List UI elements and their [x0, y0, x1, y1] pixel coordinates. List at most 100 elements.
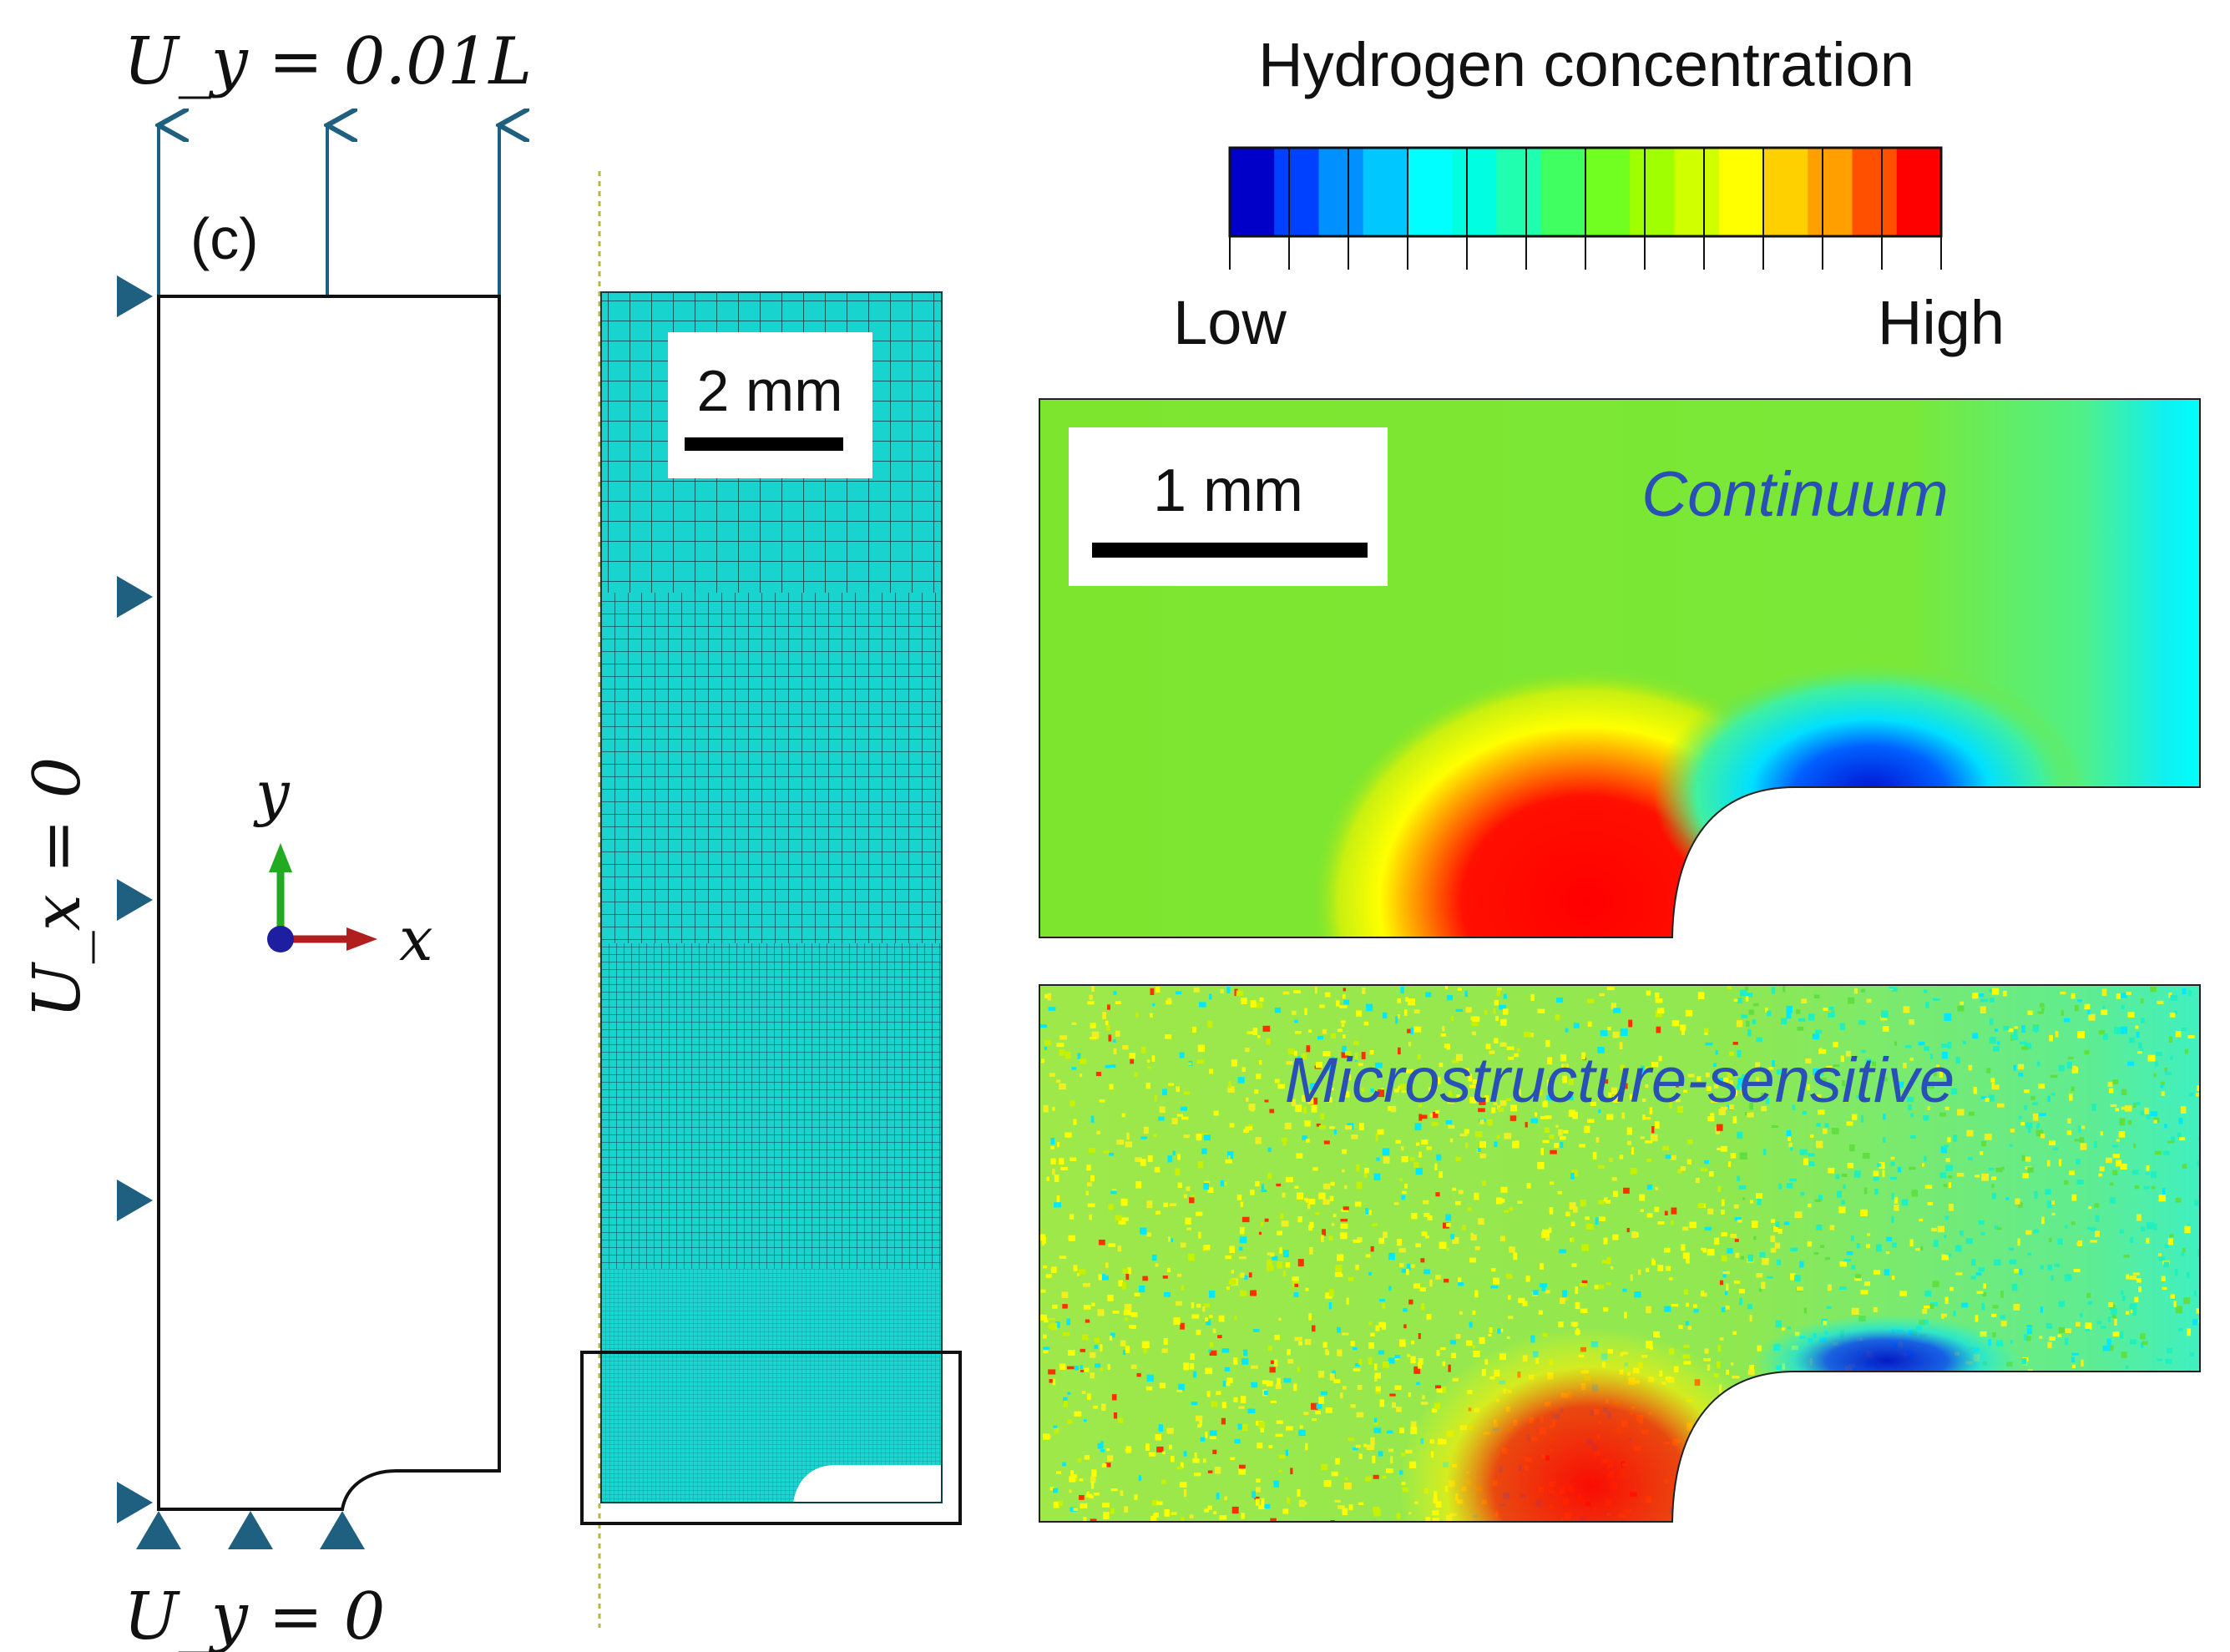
speckle-grain	[1379, 1399, 1384, 1407]
speckle-grain	[1474, 1192, 1479, 1200]
speckle-grain	[1397, 998, 1402, 1003]
speckle-grain	[1056, 1079, 1061, 1083]
speckle-grain	[2087, 1226, 2095, 1230]
speckle-grain	[1077, 1457, 1082, 1463]
speckle-grain	[1052, 1107, 1055, 1111]
speckle-grain	[1416, 1382, 1420, 1386]
speckle-grain	[1747, 993, 1753, 998]
speckle-grain	[1540, 1115, 1545, 1119]
speckle-grain	[1590, 1101, 1596, 1106]
speckle-grain	[1959, 1498, 1964, 1505]
speckle-grain	[2032, 1113, 2039, 1121]
speckle-grain	[1443, 1222, 1449, 1229]
speckle-grain	[1500, 1186, 1508, 1193]
speckle-grain	[1050, 1146, 1054, 1149]
speckle-grain	[1374, 1363, 1378, 1371]
speckle-grain	[1796, 1286, 1803, 1291]
speckle-grain	[1903, 1063, 1907, 1068]
speckle-grain	[1861, 1049, 1866, 1053]
speckle-grain	[1646, 990, 1651, 996]
speckle-grain	[1196, 1211, 1203, 1216]
speckle-grain	[1628, 1019, 1633, 1028]
speckle-grain	[1120, 1340, 1126, 1346]
bc-schematic: U_y = 0.01L (c) U_x = 0 U_y = 0 y x	[20, 24, 532, 1652]
speckle-grain	[1980, 1151, 1984, 1155]
speckle-grain	[1090, 1352, 1096, 1358]
speckle-grain	[1607, 1027, 1611, 1031]
speckle-grain	[1312, 1167, 1318, 1171]
speckle-grain	[1924, 1291, 1932, 1297]
speckle-grain	[1361, 1088, 1365, 1093]
speckle-grain	[1757, 1447, 1762, 1455]
speckle-grain	[2050, 1473, 2056, 1478]
speckle-grain	[1646, 1158, 1651, 1162]
speckle-grain	[1294, 1283, 1298, 1287]
speckle-grain	[1717, 1077, 1724, 1085]
speckle-grain	[1654, 1206, 1660, 1212]
speckle-grain	[2170, 1056, 2173, 1060]
speckle-grain	[1749, 1364, 1754, 1371]
speckle-grain	[2197, 1396, 2200, 1400]
speckle-grain	[2164, 1244, 2169, 1249]
speckle-grain	[2007, 1412, 2012, 1416]
speckle-grain	[1487, 1119, 1493, 1126]
speckle-grain	[1331, 1223, 1335, 1226]
speckle-grain	[1840, 1055, 1844, 1063]
speckle-grain	[1241, 1513, 1245, 1519]
speckle-grain	[2009, 1259, 2017, 1265]
speckle-grain	[1337, 1326, 1341, 1333]
speckle-grain	[2049, 1140, 2056, 1145]
mesh-scale-label: 2 mm	[697, 358, 843, 423]
speckle-grain	[2141, 1018, 2145, 1023]
speckle-grain	[1817, 1070, 1824, 1076]
speckle-grain	[1256, 1002, 1263, 1008]
speckle-grain	[1205, 1432, 1208, 1438]
speckle-grain	[2101, 1503, 2109, 1506]
speckle-grain	[1171, 1118, 1178, 1124]
speckle-grain	[1726, 1369, 1730, 1375]
speckle-grain	[2098, 1173, 2102, 1177]
speckle-grain	[1147, 1066, 1151, 1069]
speckle-grain	[1770, 1247, 1777, 1253]
speckle-grain	[1957, 1005, 1965, 1012]
speckle-grain	[2067, 1118, 2071, 1124]
speckle-grain	[1623, 1187, 1630, 1194]
speckle-grain	[1231, 1270, 1234, 1274]
speckle-grain	[1123, 1350, 1126, 1355]
speckle-grain	[1429, 1113, 1433, 1118]
speckle-grain	[1343, 988, 1347, 992]
speckle-grain	[1740, 1255, 1744, 1260]
speckle-grain	[1769, 1505, 1776, 1513]
speckle-grain	[1335, 1265, 1343, 1272]
speckle-grain	[1294, 1185, 1299, 1189]
speckle-grain	[1368, 1342, 1374, 1349]
speckle-grain	[1790, 1273, 1796, 1281]
speckle-grain	[1979, 993, 1985, 998]
speckle-grain	[2100, 1131, 2103, 1136]
speckle-grain	[1713, 1237, 1720, 1245]
speckle-grain	[1746, 1020, 1750, 1028]
speckle-grain	[1425, 1235, 1429, 1239]
speckle-grain	[1374, 1062, 1383, 1068]
speckle-grain	[1298, 1341, 1302, 1346]
speckle-grain	[1238, 1406, 1245, 1409]
speckle-grain	[1332, 1056, 1335, 1061]
speckle-grain	[2118, 1423, 2122, 1427]
speckle-grain	[1418, 1362, 1422, 1369]
speckle-grain	[1138, 1475, 1141, 1482]
speckle-grain	[1606, 987, 1615, 991]
speckle-grain	[1626, 1228, 1630, 1233]
speckle-grain	[1601, 1260, 1607, 1264]
speckle-grain	[1316, 1403, 1322, 1409]
speckle-grain	[1620, 1083, 1628, 1089]
speckle-grain	[1169, 1444, 1172, 1450]
speckle-grain	[1063, 1397, 1068, 1404]
speckle-grain	[1151, 1499, 1158, 1506]
speckle-grain	[2136, 1031, 2140, 1038]
speckle-grain	[1415, 1168, 1423, 1175]
speckle-grain	[1358, 1063, 1363, 1066]
speckle-grain	[2079, 1137, 2085, 1143]
speckle-grain	[1689, 1221, 1697, 1229]
speckle-grain	[1140, 1046, 1146, 1053]
speckle-grain	[1194, 1452, 1197, 1458]
